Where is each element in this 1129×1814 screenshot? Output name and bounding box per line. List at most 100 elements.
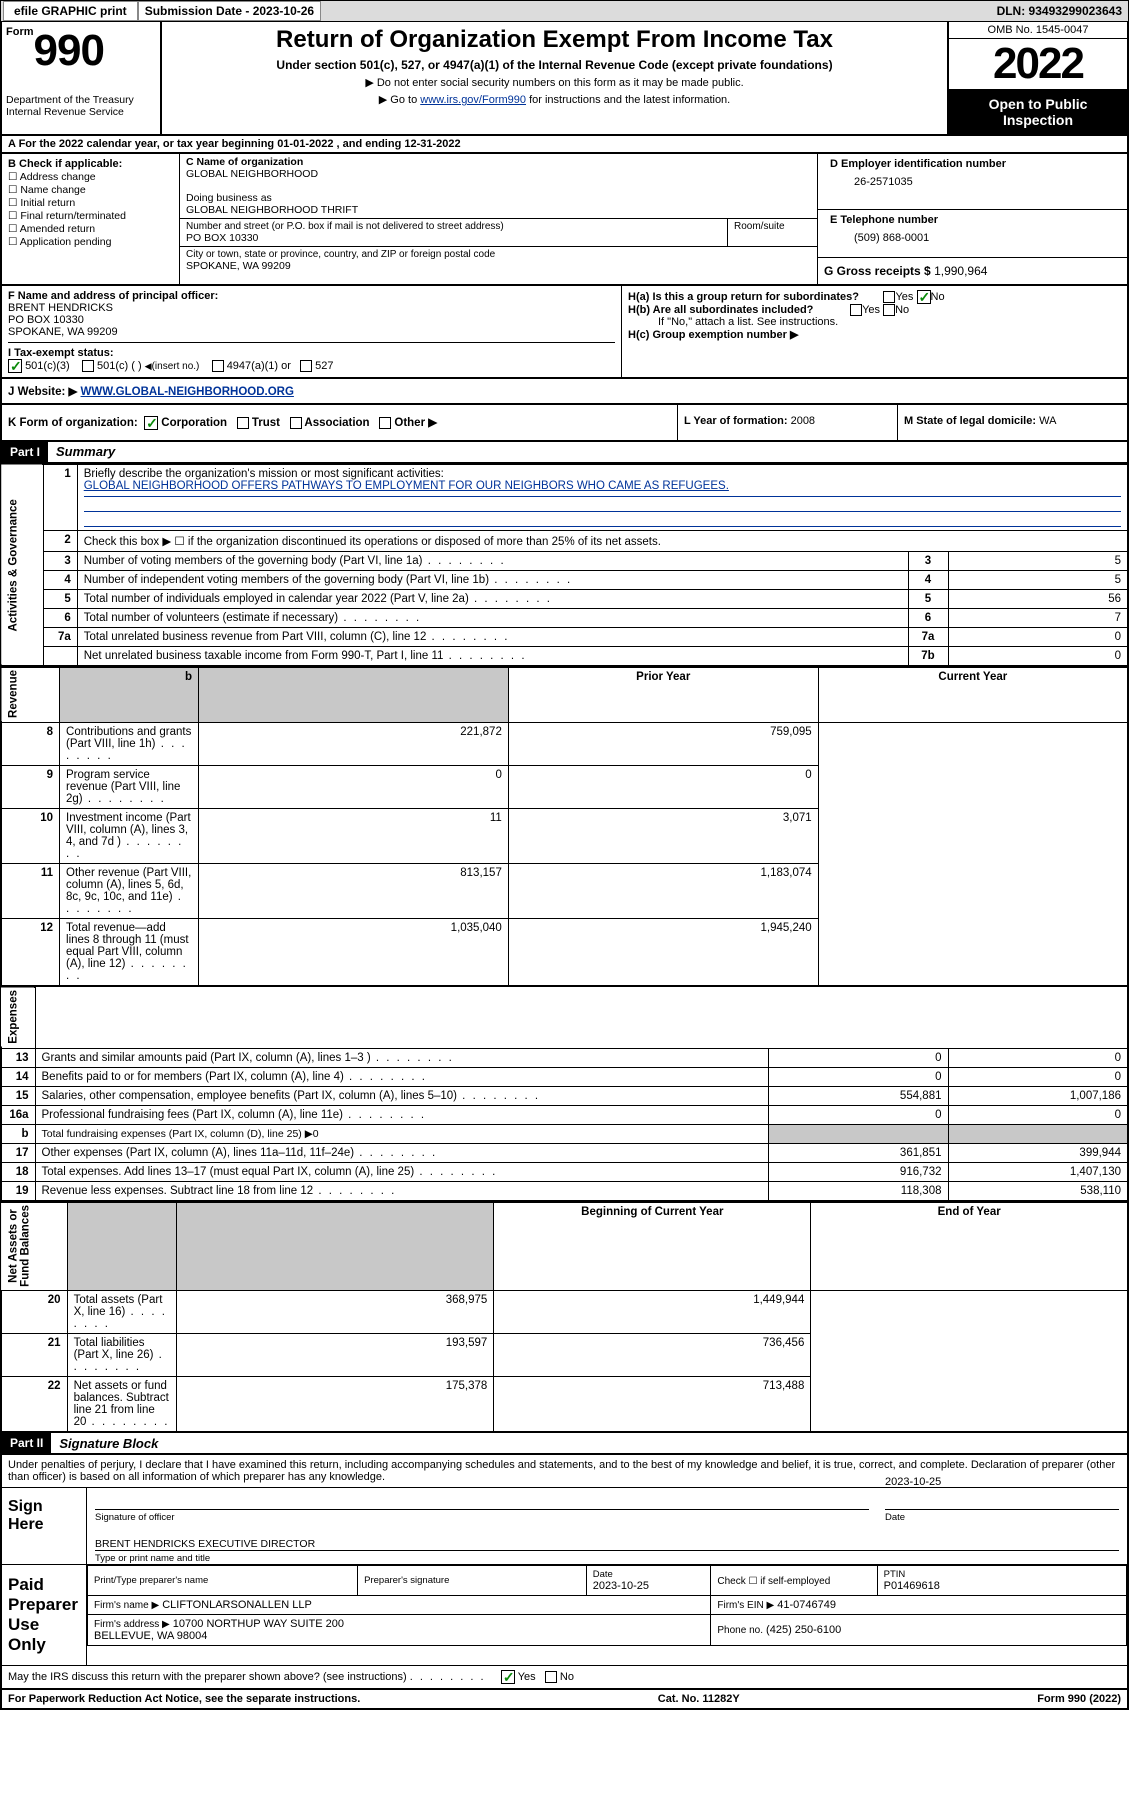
cat-no: Cat. No. 11282Y <box>658 1693 740 1705</box>
pra-notice: For Paperwork Reduction Act Notice, see … <box>8 1693 360 1705</box>
prior-value: 916,732 <box>768 1162 948 1181</box>
c-room: Room/suite <box>727 219 817 247</box>
ck-corp[interactable] <box>144 416 158 430</box>
current-value: 0 <box>948 1067 1128 1086</box>
ck-final-return[interactable]: ☐ Final return/terminated <box>8 210 173 222</box>
row-a-tax-year: A For the 2022 calendar year, or tax yea… <box>0 136 1129 154</box>
part1-header-row: Part I Summary <box>0 442 1129 464</box>
line-text: Grants and similar amounts paid (Part IX… <box>35 1048 768 1067</box>
vlabel-expenses: Expenses <box>1 987 35 1048</box>
form-header: Form990 Department of the Treasury Inter… <box>0 22 1129 136</box>
m-state: M State of legal domicile: WA <box>897 405 1127 440</box>
sign-here-label: Sign Here <box>2 1488 87 1564</box>
d-ein: D Employer identification number 26-2571… <box>818 154 1127 210</box>
ck-initial-return[interactable]: ☐ Initial return <box>8 197 173 209</box>
ck-app-pending[interactable]: ☐ Application pending <box>8 236 173 248</box>
part1-title: Summary <box>48 444 115 459</box>
signature-block: Under penalties of perjury, I declare th… <box>0 1455 1129 1690</box>
current-value: 1,945,240 <box>508 918 818 986</box>
ck-address-change[interactable]: ☐ Address change <box>8 171 173 183</box>
line-text: Contributions and grants (Part VIII, lin… <box>60 722 199 765</box>
page-footer: For Paperwork Reduction Act Notice, see … <box>0 1690 1129 1710</box>
ck-discuss-no[interactable] <box>545 1671 557 1683</box>
q2-discontinued: Check this box ▶ ☐ if the organization d… <box>77 530 1128 551</box>
f-i-left: F Name and address of principal officer:… <box>2 286 622 377</box>
prior-value: 554,881 <box>768 1086 948 1105</box>
current-value: 1,407,130 <box>948 1162 1128 1181</box>
ck-name-change[interactable]: ☐ Name change <box>8 184 173 196</box>
ck-discuss-yes[interactable] <box>501 1670 515 1684</box>
line-value: 56 <box>948 589 1128 608</box>
org-name: GLOBAL NEIGHBORHOOD <box>186 168 811 180</box>
current-value: 1,007,186 <box>948 1086 1128 1105</box>
line-text: Program service revenue (Part VIII, line… <box>60 765 199 808</box>
line-text: Other revenue (Part VIII, column (A), li… <box>60 863 199 918</box>
begin-value: 368,975 <box>177 1291 494 1334</box>
officer-name: BRENT HENDRICKS <box>8 302 113 314</box>
part2-header-row: Part II Signature Block <box>0 1433 1129 1455</box>
website-link[interactable]: WWW.GLOBAL-NEIGHBORHOOD.ORG <box>81 386 294 398</box>
open-inspection: Open to Public Inspection <box>949 89 1127 134</box>
header-bar: efile GRAPHIC print Submission Date - 20… <box>0 0 1129 22</box>
ck-other[interactable] <box>379 417 391 429</box>
col-b-checkboxes: B Check if applicable: ☐ Address change … <box>2 154 180 284</box>
dln-label: DLN: 93493299023643 <box>997 4 1128 18</box>
begin-value: 193,597 <box>177 1334 494 1377</box>
ck-amended[interactable]: ☐ Amended return <box>8 223 173 235</box>
sig-declaration: Under penalties of perjury, I declare th… <box>2 1455 1127 1487</box>
org-address: PO BOX 10330 <box>186 232 721 244</box>
current-value: 538,110 <box>948 1181 1128 1201</box>
line-text: Total assets (Part X, line 16) <box>67 1291 177 1334</box>
ck-4947[interactable] <box>212 360 224 372</box>
ck-trust[interactable] <box>237 417 249 429</box>
line-value: 7 <box>948 608 1128 627</box>
ck-ha-no[interactable] <box>917 290 931 304</box>
line-text: Total revenue—add lines 8 through 11 (mu… <box>60 918 199 986</box>
ck-501c[interactable] <box>82 360 94 372</box>
officer-sig-line[interactable] <box>95 1490 869 1510</box>
ck-hb-yes[interactable] <box>850 304 862 316</box>
ck-hb-no[interactable] <box>883 304 895 316</box>
ck-ha-yes[interactable] <box>883 291 895 303</box>
row-j-website: J Website: ▶ WWW.GLOBAL-NEIGHBORHOOD.ORG <box>0 379 1129 405</box>
gross-receipts: 1,990,964 <box>934 264 987 278</box>
form-note-ssn: ▶ Do not enter social security numbers o… <box>166 76 943 89</box>
firm-name: CLIFTONLARSONALLEN LLP <box>162 1599 312 1611</box>
line-text: Total fundraising expenses (Part IX, col… <box>35 1124 768 1143</box>
efile-print-button[interactable]: efile GRAPHIC print <box>3 1 138 21</box>
col-beginning: Beginning of Current Year <box>494 1202 811 1291</box>
part2-badge: Part II <box>2 1433 51 1453</box>
begin-value: 175,378 <box>177 1377 494 1433</box>
col-prior: Prior Year <box>508 667 818 722</box>
i-tax-status: I Tax-exempt status: 501(c)(3) 501(c) ( … <box>8 347 615 373</box>
dba-name: GLOBAL NEIGHBORHOOD THRIFT <box>186 204 811 216</box>
e-phone: E Telephone number (509) 868-0001 <box>818 210 1127 258</box>
b-header: B Check if applicable: <box>8 158 173 170</box>
line-value: 0 <box>948 627 1128 646</box>
ck-501c3[interactable] <box>8 359 22 373</box>
c-city: City or town, state or province, country… <box>180 247 817 274</box>
paid-preparer-label: Paid Preparer Use Only <box>2 1565 87 1665</box>
end-value: 713,488 <box>494 1377 811 1433</box>
line-value: 0 <box>948 646 1128 666</box>
prior-value: 813,157 <box>199 863 509 918</box>
c-name-block: C Name of organization GLOBAL NEIGHBORHO… <box>180 154 817 219</box>
irs-link[interactable]: www.irs.gov/Form990 <box>420 94 526 106</box>
section-f-h-i: F Name and address of principal officer:… <box>0 286 1129 379</box>
ein-value: 26-2571035 <box>824 172 1121 192</box>
part2-title: Signature Block <box>51 1436 158 1451</box>
row-k-l-m: K Form of organization: Corporation Trus… <box>0 405 1129 442</box>
l-year: L Year of formation: 2008 <box>677 405 897 440</box>
omb-number: OMB No. 1545-0047 <box>949 22 1127 39</box>
form-header-left: Form990 Department of the Treasury Inter… <box>2 22 162 134</box>
ck-527[interactable] <box>300 360 312 372</box>
line-text: Revenue less expenses. Subtract line 18 … <box>35 1181 768 1201</box>
form-title: Return of Organization Exempt From Incom… <box>166 26 943 54</box>
submission-date: Submission Date - 2023-10-26 <box>138 1 321 21</box>
prior-value: 1,035,040 <box>199 918 509 986</box>
col-current: Current Year <box>818 667 1128 722</box>
dept-treasury: Department of the Treasury Internal Reve… <box>6 94 156 118</box>
ck-assoc[interactable] <box>290 417 302 429</box>
line-text: Total expenses. Add lines 13–17 (must eq… <box>35 1162 768 1181</box>
form-subtitle: Under section 501(c), 527, or 4947(a)(1)… <box>166 58 943 72</box>
